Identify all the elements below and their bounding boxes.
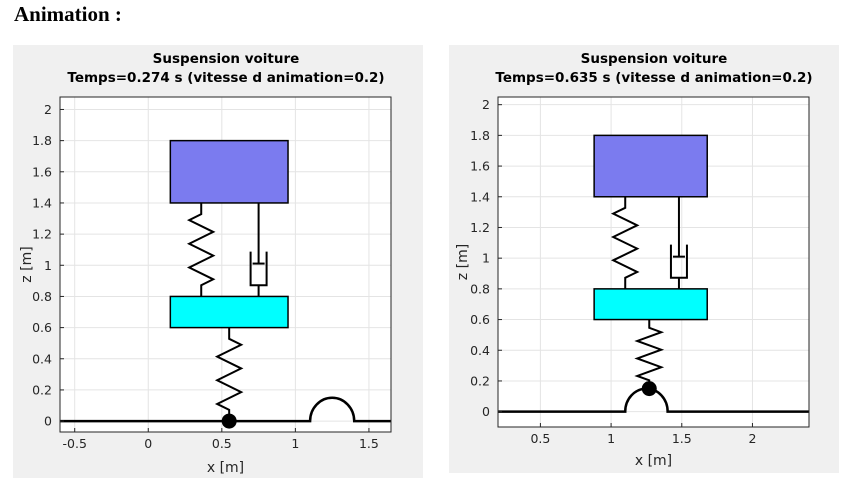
suspension-spring	[610, 196, 640, 289]
tire-spring	[634, 319, 665, 389]
y-tick-label: 0.2	[32, 382, 52, 397]
road-profile	[60, 396, 391, 423]
y-tick-label: 1.6	[32, 164, 52, 179]
suspension-chart-2: 0.5 1 1.5 2 0 0.2 0.4 0.6 0.8 1 1.2 1.4 1.6 1.8 2 Suspe…	[455, 51, 813, 469]
figure-frame-1: -0.5 0 0.5 1 1.5 0 0.2 0.4 0.6 0.8 1 1.2 1.4 1.6 1.8 2 S…	[13, 45, 423, 478]
x-tick-label: 0	[144, 436, 152, 451]
y-tick-label: 0.6	[32, 320, 52, 335]
x-tick-label: 1	[291, 436, 299, 451]
y-tick-label: 0.6	[470, 312, 490, 327]
y-axis-label: z [m]	[19, 246, 35, 282]
y-tick-label: 0.2	[470, 373, 490, 388]
x-tick-label: 0.5	[530, 431, 550, 446]
y-tick-label: 0.4	[470, 343, 490, 358]
x-tick-label: 1.5	[359, 436, 379, 451]
figure-frame-2: 0.5 1 1.5 2 0 0.2 0.4 0.6 0.8 1 1.2 1.4 1.6 1.8 2 Suspe…	[449, 45, 839, 473]
x-tick-label: -0.5	[63, 436, 87, 451]
chart-title: Suspension voiture	[153, 51, 300, 67]
y-axis-label: z [m]	[455, 244, 471, 280]
chart-subtitle: Temps=0.635 s (vitesse d animation=0.2)	[495, 70, 812, 86]
y-tick-label: 1	[482, 251, 490, 266]
y-tick-label: 1.4	[470, 189, 490, 204]
wheel-mass	[593, 288, 708, 321]
x-tick-label: 0.5	[212, 436, 232, 451]
chart-subtitle: Temps=0.274 s (vitesse d animation=0.2)	[67, 70, 384, 86]
y-tick-label: 0.8	[32, 289, 52, 304]
x-axis-label: x [m]	[207, 460, 244, 476]
tire-spring	[214, 327, 244, 422]
y-tick-label: 2	[44, 102, 52, 117]
y-tick-label: 1.8	[470, 128, 490, 143]
y-tick-label: 0.8	[470, 281, 490, 296]
y-tick-label: 1.2	[32, 227, 52, 242]
x-axis-label: x [m]	[635, 453, 672, 469]
axes-box	[497, 96, 810, 428]
y-tick-label: 0.4	[32, 351, 52, 366]
plot-content	[498, 134, 809, 413]
chart-title: Suspension voiture	[581, 51, 728, 67]
y-tick-label: 2	[482, 97, 490, 112]
x-tick-label: 1.5	[672, 431, 692, 446]
y-tick-label: 0	[44, 414, 52, 429]
axes-box	[59, 96, 392, 433]
x-tick-label: 2	[748, 431, 756, 446]
contact-point	[641, 381, 657, 397]
body-mass	[593, 134, 708, 198]
page-heading: Animation :	[14, 2, 122, 26]
y-tick-label: 1.6	[470, 159, 490, 174]
suspension-spring	[186, 202, 216, 297]
y-tick-label: 1.4	[32, 195, 52, 210]
y-tick-label: 1.2	[470, 220, 490, 235]
y-tick-label: 0	[482, 404, 490, 419]
y-tick-label: 1.8	[32, 133, 52, 148]
y-tick-label: 1	[44, 258, 52, 273]
wheel-mass	[169, 295, 289, 329]
x-tick-label: 1	[607, 431, 615, 446]
body-mass	[169, 139, 289, 204]
plot-content	[60, 139, 391, 429]
suspension-chart-1: -0.5 0 0.5 1 1.5 0 0.2 0.4 0.6 0.8 1 1.2 1.4 1.6 1.8 2 S…	[19, 51, 392, 476]
contact-point	[221, 413, 237, 429]
